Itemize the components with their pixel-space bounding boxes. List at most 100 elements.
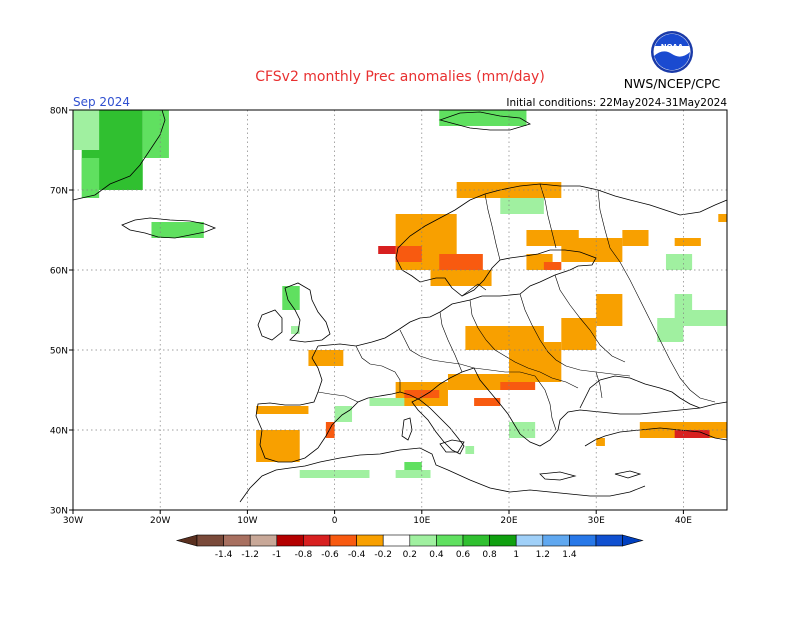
anomaly-region-36 [256,430,300,462]
colorbar-legend: -1.4 -1.2 -1 -0.8 -0.6 -0.4 -0.2 0.2 0.4 0.6 0.8 1 1… [175,534,644,560]
graticule [73,110,727,510]
anomaly-region-28 [683,310,727,326]
colorbar-swatch [462,534,490,547]
colorbar-tick-label: 0.4 [429,550,444,560]
colorbar-tick-label: 1 [513,550,519,560]
anomaly-region-27 [657,318,684,342]
colorbar-swatch [329,534,357,547]
lat-label: 80N [50,107,68,117]
colorbar-swatch [436,534,464,547]
lon-label: 40E [675,516,692,526]
anomaly-region-30 [308,350,344,366]
colorbar-swatch [489,534,517,547]
colorbar-swatch [249,534,278,547]
lon-label: 10W [237,516,257,526]
organization-label: NWS/NCEP/CPC [624,76,721,91]
anomaly-region-35 [500,382,536,390]
colorbar-tick-label: -0.6 [321,550,339,560]
chart-title: CFSv2 monthly Prec anomalies (mm/day) [255,69,545,85]
anomaly-region-25 [509,342,562,382]
anomaly-region-12 [439,254,483,270]
anomaly-region-4 [151,222,204,238]
anomaly-region-18 [561,238,623,262]
anomaly-region-11 [378,246,396,254]
colorbar-arrow-right [622,534,644,547]
lon-label: 20E [500,516,517,526]
colorbar-swatch [356,534,384,547]
coastline-turkey [584,427,728,447]
colorbar-tick-label: 0.2 [403,550,417,560]
colorbar-tick-label: -1 [272,550,281,560]
coastline-balkans [473,367,728,447]
anomaly-region-34 [474,398,501,406]
country-borders [317,183,716,431]
lat-label: 30N [50,507,68,517]
lat-label: 40N [50,427,68,437]
anomaly-region-20 [674,238,701,246]
map-frame [72,109,728,511]
colorbar-swatch [409,534,437,547]
lon-label: 30E [588,516,605,526]
colorbar-swatch [542,534,570,547]
anomaly-region-49 [596,438,605,446]
coastline-north-africa [239,447,646,503]
coastline-great-britain [284,282,331,343]
initial-conditions-label: Initial conditions: 22May2024-31May2024 [506,97,727,109]
anomaly-region-5 [282,286,300,310]
lat-label: 60N [50,267,68,277]
coastline-ireland [257,309,283,341]
anomaly-region-6 [291,326,300,334]
colorbar-tick-label: 0.6 [456,550,471,560]
anomaly-region-29 [674,294,693,318]
coastline-black-sea [579,375,701,409]
anomaly-region-23 [596,294,623,326]
coastline-svalbard [438,111,531,131]
anomaly-region-3 [73,110,100,150]
anomaly-region-1 [81,158,100,198]
colorbar-swatch [223,534,251,547]
anomaly-region-14 [456,182,562,198]
anomaly-region-19 [622,230,649,246]
noaa-logo: NOAA [651,31,693,73]
forecast-month-label: Sep 2024 [73,95,130,109]
colorbar-tick-label: -1.2 [241,550,259,560]
anomaly-region-26 [561,318,597,350]
anomaly-region-13 [430,270,492,286]
lat-label: 50N [50,347,68,357]
anomaly-region-44 [395,470,431,478]
anomaly-region-17 [543,262,562,270]
anomaly-region-10 [395,246,422,262]
anomaly-region-2 [142,110,169,158]
lon-label: 20W [150,516,170,526]
colorbar-swatch [196,534,224,547]
coastline-greenland [72,109,166,201]
anomaly-region-21 [718,214,727,222]
anomaly-region-31 [447,374,509,390]
lon-label: 30W [63,516,83,526]
anomaly-region-22 [665,254,693,270]
coastline-iceland [121,217,217,239]
colorbar-swatch [569,534,597,547]
colorbar-tick-label: -0.8 [295,550,313,560]
anomaly-region-48 [674,430,710,438]
coastline-cyprus [614,470,642,479]
colorbar-swatch [382,534,411,547]
colorbar-tick-label: -0.4 [348,550,366,560]
coastline-crete [539,471,577,481]
anomaly-region-46 [465,446,475,454]
lat-label: 70N [50,187,68,197]
colorbar-tick-label: 0.8 [482,550,497,560]
anomaly-region-39 [256,406,309,414]
colorbar-swatch [303,534,331,547]
coastline-sardinia [401,417,413,441]
anomaly-region-41 [369,398,405,406]
colorbar-tick-label: -1.4 [215,550,233,560]
colorbar-arrow-left [175,534,198,547]
colorbar-swatch [595,534,623,547]
anomaly-region-42 [299,470,370,478]
colorbar-tick-label: -0.2 [374,550,392,560]
coastlines [72,109,728,503]
